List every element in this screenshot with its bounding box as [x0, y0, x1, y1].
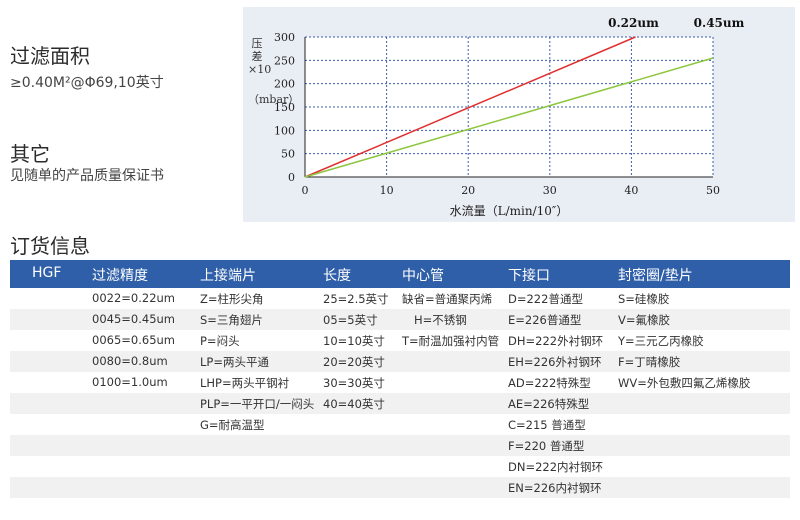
- table-header-cell: 长度: [323, 268, 351, 284]
- x-tick-label: 20: [461, 184, 475, 197]
- table-cell: AD=222特殊型: [508, 376, 591, 390]
- order-info-heading: 订货信息: [10, 234, 90, 258]
- table-cell: 10=10英寸: [323, 334, 385, 348]
- table-header-row: HGF 过滤精度 上接端片 长度 中心管 下接口 封密圈/垫片: [10, 260, 790, 288]
- table-cell: P=闷头: [200, 334, 240, 348]
- table-cell: DN=222内衬钢环: [508, 460, 604, 474]
- table-cell: 40=40英寸: [323, 397, 385, 411]
- y-tick-label: 200: [274, 78, 295, 91]
- series-label-0.45um: 0.45um: [694, 16, 745, 30]
- table-cell: V=氟橡胶: [618, 313, 671, 327]
- table-cell: LHP=两头平钢衬: [200, 376, 290, 390]
- x-tick-label: 30: [543, 184, 557, 197]
- table-cell: E=226普通型: [508, 313, 582, 327]
- table-cell: LP=两头平通: [200, 355, 269, 369]
- filter-area-heading: 过滤面积: [10, 44, 90, 68]
- table-cell: T=耐温加强衬内管: [402, 334, 500, 348]
- table-cell: 0045=0.45um: [92, 312, 175, 326]
- table-cell: C=215 普通型: [508, 418, 586, 432]
- y-tick-label: 0: [288, 171, 295, 184]
- table-header-cell: 中心管: [402, 268, 444, 284]
- table-cell: PLP=一平开口/一闷头: [200, 397, 315, 411]
- y-tick-label: 100: [274, 124, 295, 137]
- table-cell: 25=2.5英寸: [323, 292, 389, 306]
- table-cell: 05=5英寸: [323, 313, 378, 327]
- table-cell: WV=外包敷四氟乙烯橡胶: [618, 376, 751, 390]
- table-cell: Z=柱形尖角: [200, 292, 264, 306]
- table-cell: 0065=0.65um: [92, 333, 175, 347]
- table-row: F=220 普通型: [10, 435, 790, 456]
- table-cell: 0080=0.8um: [92, 354, 168, 368]
- table-cell: G=耐高温型: [200, 418, 265, 432]
- table-row: 0045=0.45um S=三角翅片 05=5英寸 H=不锈钢 E=226普通型 V=氟橡…: [10, 309, 790, 330]
- y-tick-label: 250: [274, 54, 295, 67]
- y-tick-label: 50: [281, 148, 295, 161]
- y-axis-label-top: 压差×10: [248, 37, 272, 76]
- table-cell: Y=三元乙丙橡胶: [618, 334, 704, 348]
- table-cell: 20=20英寸: [323, 355, 385, 369]
- table-row: PLP=一平开口/一闷头 40=40英寸 AE=226特殊型: [10, 393, 790, 414]
- table-body: 0022=0.22um Z=柱形尖角 25=2.5英寸 缺省=普通聚丙烯 D=222普通…: [10, 288, 790, 498]
- table-cell: 0022=0.22um: [92, 291, 175, 305]
- x-tick-label: 50: [706, 184, 720, 197]
- filter-area-value: ≥0.40M²@Φ69,10英寸: [10, 75, 164, 91]
- series-label-0.22um: 0.22um: [608, 16, 659, 30]
- table-row: 0080=0.8um LP=两头平通 20=20英寸 EH=226外衬钢环 F=丁晴橡胶: [10, 351, 790, 372]
- table-cell: EH=226外衬钢环: [508, 355, 602, 369]
- pressure-flow-chart: 压差×10 （mbar） 0 50 100 150 200 250 300 0 10 20 30 40…: [243, 7, 795, 222]
- x-tick-label: 40: [624, 184, 638, 197]
- x-tick-label: 0: [302, 184, 309, 197]
- x-tick-label: 10: [380, 184, 394, 197]
- table-cell: H=不锈钢: [414, 313, 467, 327]
- table-row: 0065=0.65um P=闷头 10=10英寸 T=耐温加强衬内管 DH=222外衬钢…: [10, 330, 790, 351]
- table-cell: 0100=1.0um: [92, 375, 168, 389]
- table-row: G=耐高温型 C=215 普通型: [10, 414, 790, 435]
- table-cell: F=丁晴橡胶: [618, 355, 681, 369]
- table-row: DN=222内衬钢环: [10, 456, 790, 477]
- table-cell: S=三角翅片: [200, 313, 263, 327]
- table-cell: F=220 普通型: [508, 439, 585, 453]
- table-header-cell: 封密圈/垫片: [618, 268, 693, 284]
- table-cell: D=222普通型: [508, 292, 583, 306]
- table-cell: S=硅橡胶: [618, 292, 670, 306]
- table-cell: AE=226特殊型: [508, 397, 590, 411]
- table-header-cell: 下接口: [508, 268, 550, 284]
- table-row: EN=226内衬钢环: [10, 477, 790, 498]
- other-value: 见随单的产品质量保证书: [10, 168, 164, 184]
- table-cell: 缺省=普通聚丙烯: [402, 292, 493, 306]
- order-info-table: HGF 过滤精度 上接端片 长度 中心管 下接口 封密圈/垫片 0022=0.22um Z=柱…: [10, 260, 790, 498]
- y-tick-label: 150: [274, 101, 295, 114]
- table-cell: DH=222外衬钢环: [508, 334, 604, 348]
- y-tick-label: 300: [274, 31, 295, 44]
- series-line-0.22um: [304, 36, 636, 178]
- table-row: 0022=0.22um Z=柱形尖角 25=2.5英寸 缺省=普通聚丙烯 D=222普通…: [10, 288, 790, 309]
- other-heading: 其它: [10, 142, 50, 166]
- table-row: 0100=1.0um LHP=两头平钢衬 30=30英寸 AD=222特殊型 WV=外包…: [10, 372, 790, 393]
- table-header-cell: 上接端片: [200, 268, 256, 284]
- x-axis-label: 水流量（L/min/10″）: [450, 204, 569, 218]
- series-line-0.45um: [304, 57, 714, 178]
- table-cell: EN=226内衬钢环: [508, 481, 602, 495]
- table-header-cell: 过滤精度: [92, 268, 148, 284]
- table-header-cell: HGF: [32, 265, 62, 281]
- chart-plot: 0 50 100 150 200 250 300 0 10 20 30 40 50 0.22um 0.45u…: [274, 16, 745, 218]
- table-cell: 30=30英寸: [323, 376, 385, 390]
